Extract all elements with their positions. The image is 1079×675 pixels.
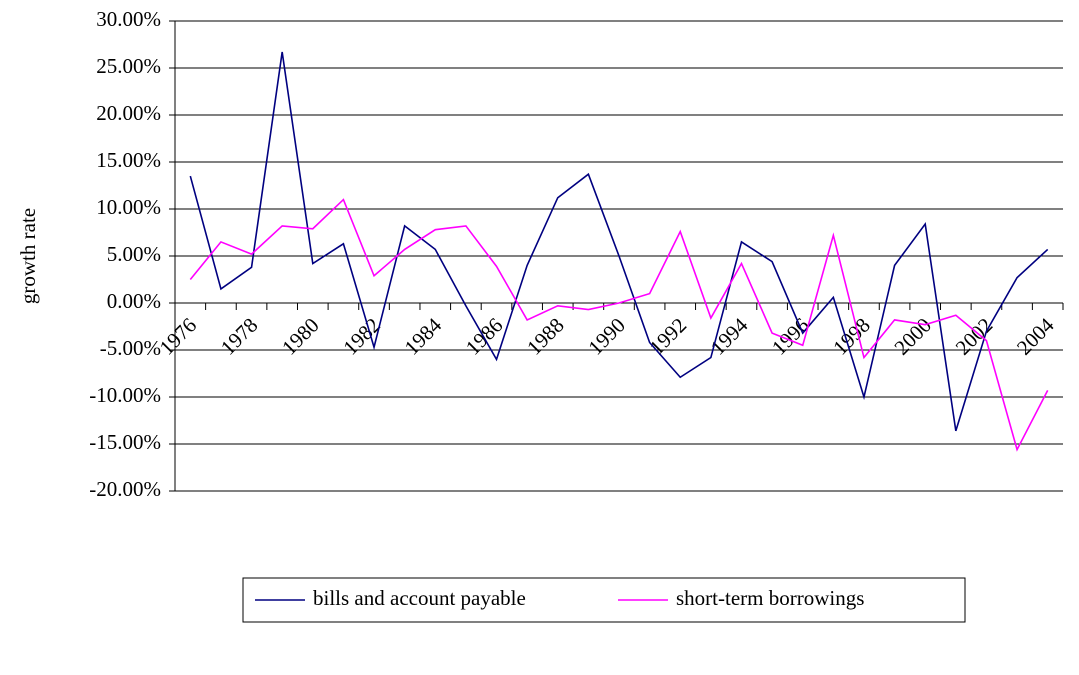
y-tick-label: 5.00% xyxy=(107,242,161,266)
y-tick-label: -5.00% xyxy=(100,336,161,360)
y-tick-label: 30.00% xyxy=(96,7,161,31)
legend-box xyxy=(242,577,966,623)
line-series xyxy=(189,51,1049,432)
x-tick-label: 1978 xyxy=(216,313,263,360)
x-tick-label: 1996 xyxy=(767,313,814,360)
y-tick-label: 0.00% xyxy=(107,289,161,313)
y-tick-label: -20.00% xyxy=(89,477,161,501)
y-tick-label: 25.00% xyxy=(96,54,161,78)
x-tick-label: 1982 xyxy=(338,313,385,360)
x-tick-label: 1980 xyxy=(277,313,324,360)
x-tick-label: 1992 xyxy=(645,313,692,360)
y-tick-label: 15.00% xyxy=(96,148,161,172)
x-tick-label: 1990 xyxy=(583,313,630,360)
legend-label: short-term borrowings xyxy=(676,586,864,610)
legend-label: bills and account payable xyxy=(313,586,526,610)
x-tick-label: 1984 xyxy=(400,313,447,360)
y-tick-label: -15.00% xyxy=(89,430,161,454)
x-tick-label: 1976 xyxy=(155,313,202,360)
y-tick-label: 20.00% xyxy=(96,101,161,125)
y-tick-label: -10.00% xyxy=(89,383,161,407)
x-tick-label: 2004 xyxy=(1012,313,1059,360)
line-series xyxy=(189,198,1049,452)
y-tick-label: 10.00% xyxy=(96,195,161,219)
x-tick-label: 1988 xyxy=(522,313,569,360)
y-axis-label: growth rate xyxy=(16,208,40,304)
